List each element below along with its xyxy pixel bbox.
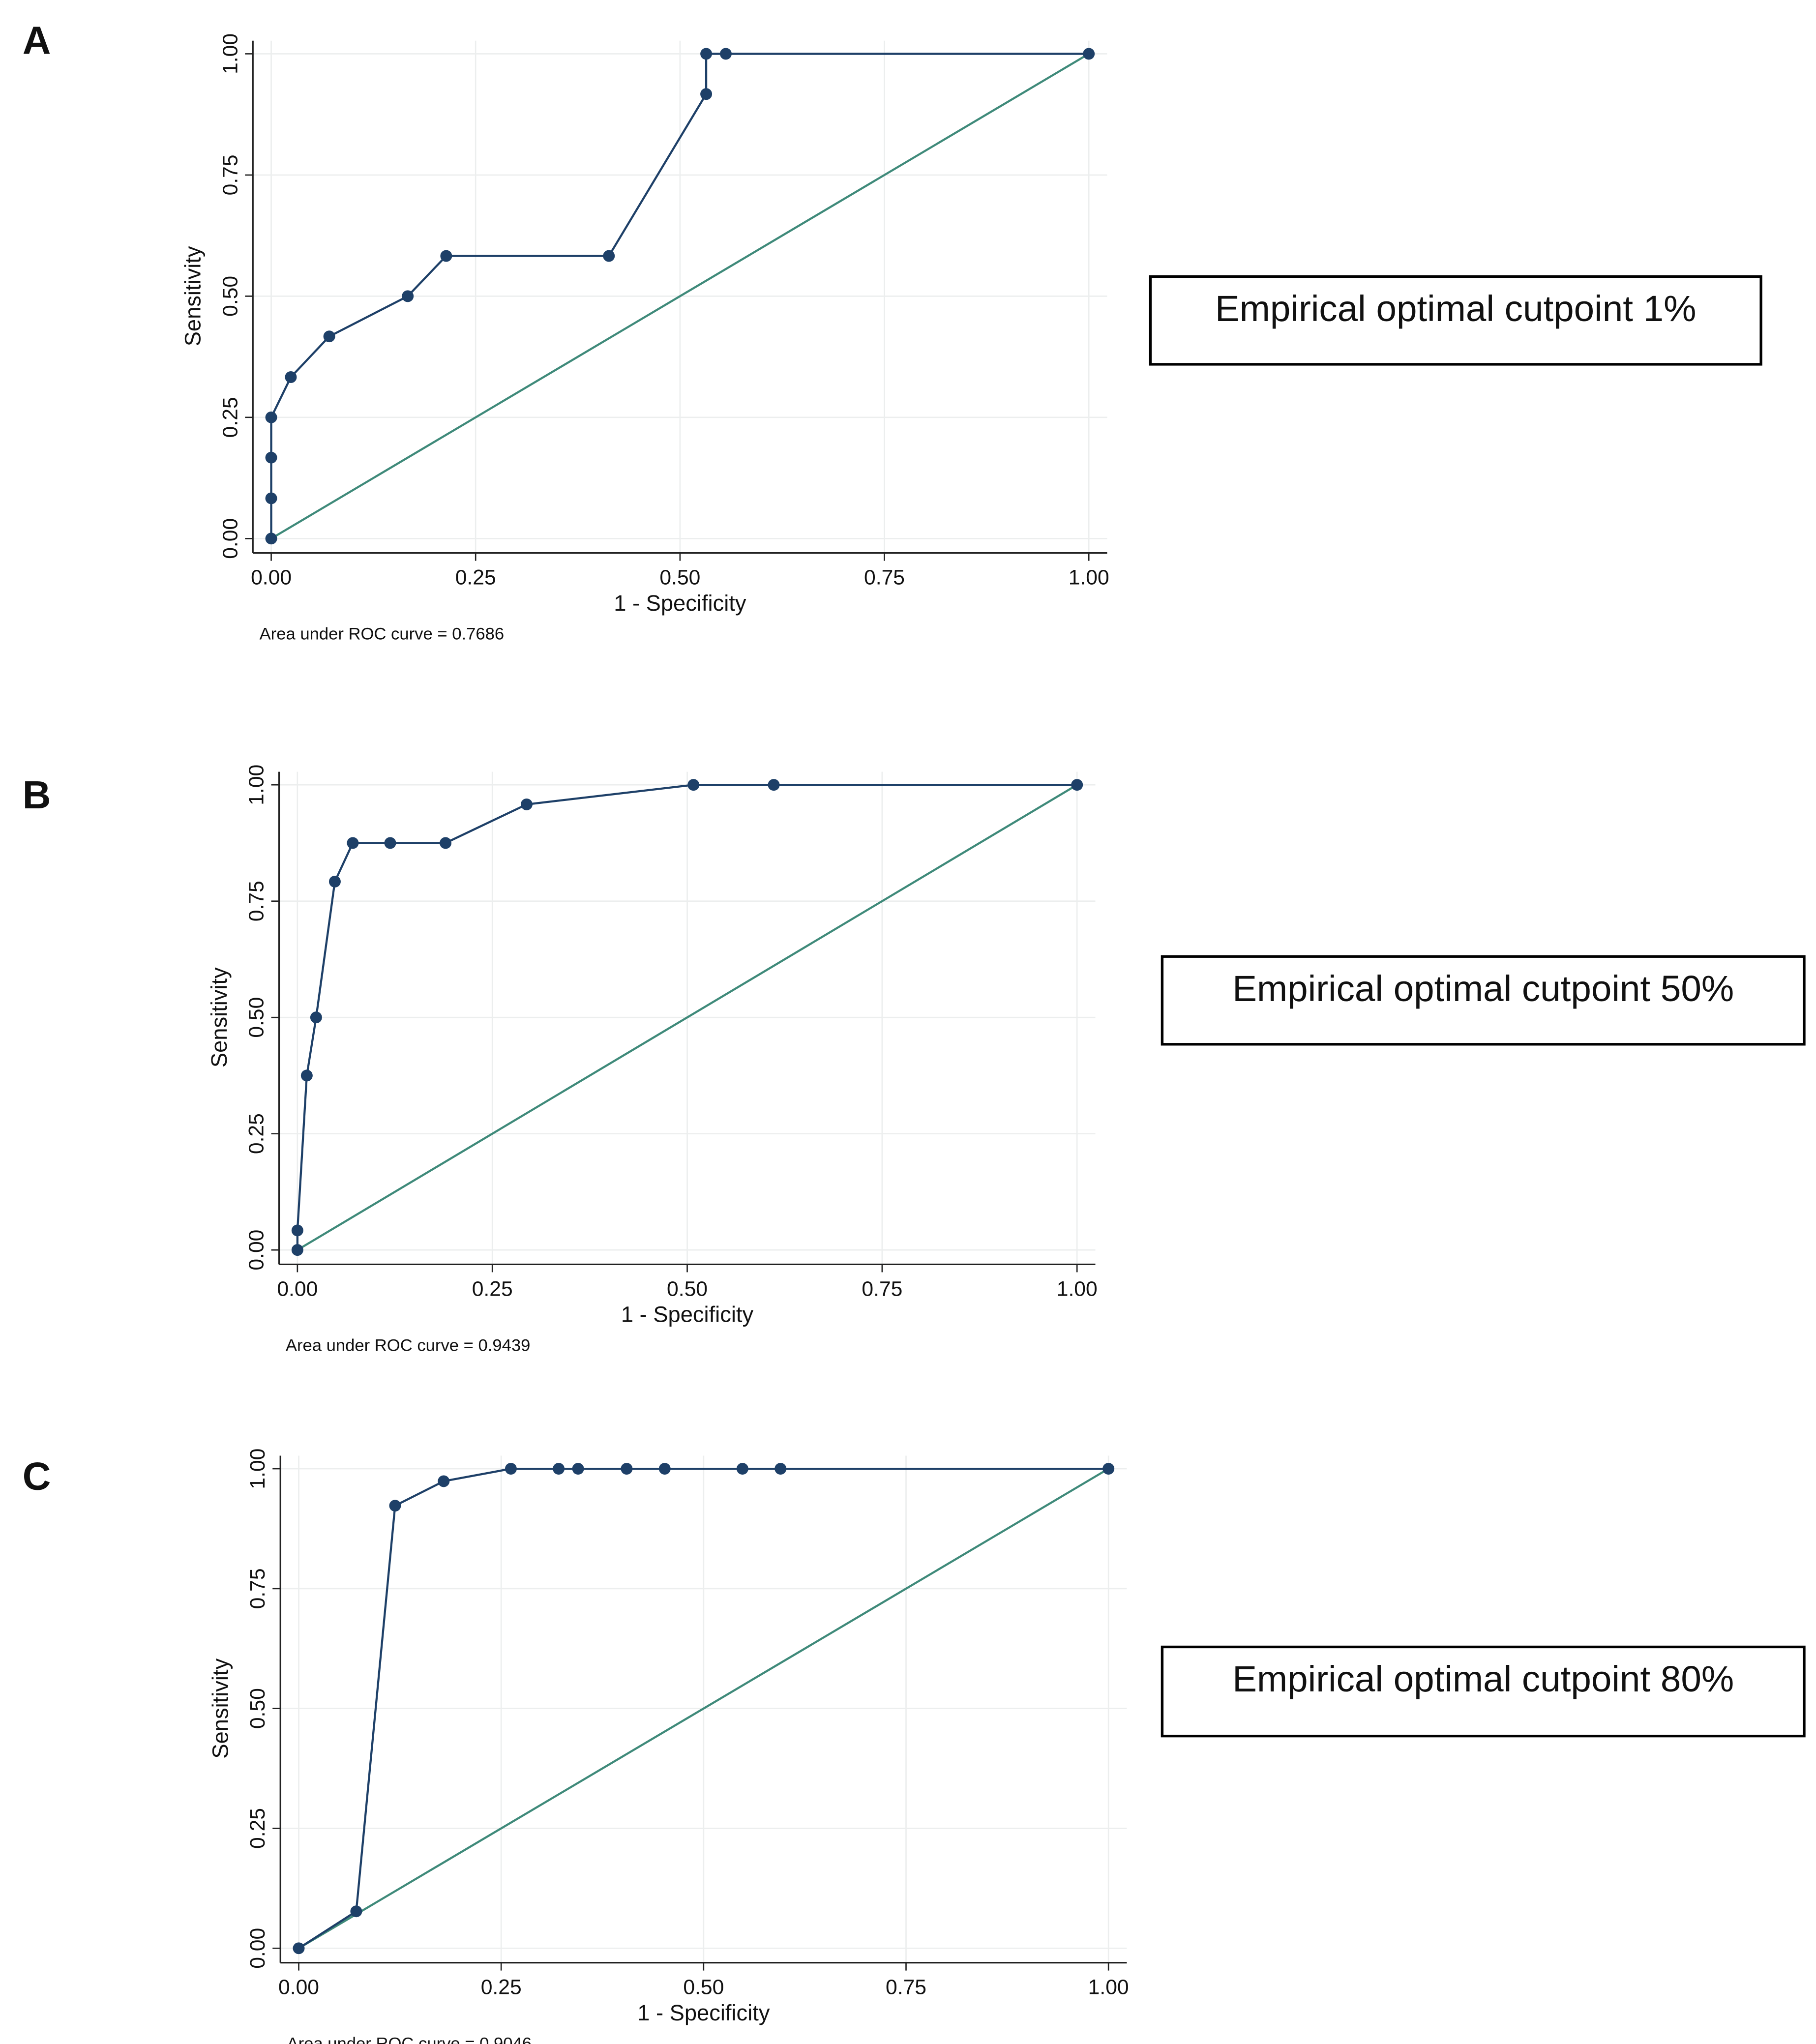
roc-point	[700, 48, 713, 60]
roc-line	[298, 1468, 1109, 1950]
annotation: Empirical optimal cutpoint 50%	[1232, 968, 1734, 1009]
auc-note: Area under ROC curve = 0.7686	[260, 624, 505, 643]
annotation: Empirical optimal cutpoint 1%	[1215, 288, 1696, 329]
x-tick-label: 0.25	[472, 1277, 513, 1301]
panel-label: A	[23, 18, 51, 62]
y-tick-label: 1.00	[246, 1449, 269, 1489]
y-tick-label: 0.50	[245, 997, 268, 1038]
y-axis-label: Sensitivity	[207, 967, 232, 1067]
y-axis-label: Sensitivity	[180, 246, 206, 346]
roc-line	[298, 1467, 1109, 1950]
roc-point	[323, 330, 335, 343]
y-tick-label: 0.75	[246, 1568, 269, 1609]
roc-point	[402, 290, 414, 302]
auc-note: Area under ROC curve = 0.9439	[286, 1336, 531, 1355]
roc-point	[265, 411, 277, 423]
roc-point	[265, 533, 277, 545]
y-axis-label: Sensitivity	[208, 1658, 233, 1758]
roc-point	[687, 779, 700, 791]
x-axis-label: 1 - Specificity	[621, 1302, 754, 1327]
x-tick-label: 0.00	[277, 1277, 318, 1301]
roc-point	[553, 1463, 565, 1475]
roc-point	[285, 371, 297, 383]
x-tick-label: 1.00	[1069, 566, 1109, 590]
x-tick-label: 0.00	[251, 566, 292, 590]
roc-point	[440, 837, 452, 849]
roc-point	[603, 250, 615, 262]
roc-point	[736, 1463, 748, 1475]
x-tick-label: 0.25	[455, 566, 496, 590]
x-tick-label: 1.00	[1088, 1976, 1129, 1999]
x-tick-label: 0.50	[659, 566, 700, 590]
y-tick-label: 0.00	[218, 518, 242, 559]
roc-point	[293, 1942, 305, 1955]
annotation: Empirical optimal cutpoint 80%	[1232, 1658, 1734, 1699]
roc-point	[700, 88, 713, 100]
y-tick-label: 0.25	[246, 1808, 269, 1849]
y-tick-label: 0.25	[218, 397, 242, 438]
roc-point	[265, 492, 277, 504]
y-tick-label: 0.50	[246, 1688, 269, 1729]
y-tick-label: 0.75	[218, 154, 242, 195]
x-tick-label: 0.50	[683, 1976, 724, 1999]
roc-point	[520, 798, 533, 810]
x-tick-label: 0.50	[667, 1277, 708, 1301]
roc-line	[297, 784, 1078, 1251]
roc-point	[291, 1224, 303, 1237]
annotation-box	[1149, 275, 1762, 366]
panel-label: C	[23, 1454, 51, 1498]
roc-line	[270, 53, 1090, 540]
roc-point	[328, 875, 341, 888]
panel-label: B	[23, 773, 51, 817]
roc-point	[350, 1905, 362, 1918]
roc-point	[440, 250, 452, 262]
x-axis-label: 1 - Specificity	[637, 2000, 770, 2025]
roc-line	[296, 784, 1077, 1250]
x-tick-label: 1.00	[1057, 1277, 1098, 1301]
roc-point	[658, 1463, 671, 1475]
auc-note: Area under ROC curve = 0.9046	[287, 2034, 532, 2044]
roc-point	[768, 779, 780, 791]
y-tick-label: 0.25	[245, 1113, 268, 1154]
roc-point	[291, 1244, 303, 1256]
roc-point	[572, 1463, 584, 1475]
annotation-box	[1161, 955, 1806, 1046]
x-axis-label: 1 - Specificity	[614, 591, 746, 616]
x-tick-label: 0.75	[886, 1976, 926, 1999]
roc-point	[265, 451, 277, 464]
y-tick-label: 1.00	[245, 765, 268, 805]
roc-point	[1083, 48, 1095, 60]
y-tick-label: 0.50	[218, 276, 242, 317]
roc-point	[1102, 1463, 1115, 1475]
roc-point	[438, 1475, 450, 1487]
roc-point	[1071, 779, 1083, 791]
y-tick-label: 0.75	[245, 881, 268, 921]
roc-point	[310, 1011, 322, 1024]
annotation-box	[1161, 1645, 1806, 1738]
x-tick-label: 0.75	[862, 1277, 902, 1301]
roc-point	[347, 837, 359, 849]
x-tick-label: 0.00	[278, 1976, 319, 1999]
roc-point	[384, 837, 396, 849]
x-tick-label: 0.25	[481, 1976, 522, 1999]
y-tick-label: 0.00	[246, 1928, 269, 1969]
y-tick-label: 1.00	[218, 33, 242, 74]
x-tick-label: 0.75	[864, 566, 905, 590]
roc-point	[719, 48, 732, 60]
roc-point	[300, 1069, 313, 1082]
y-tick-label: 0.00	[245, 1230, 268, 1271]
roc-point	[389, 1500, 401, 1512]
roc-point	[774, 1463, 787, 1475]
roc-point	[621, 1463, 633, 1475]
roc-point	[505, 1463, 517, 1475]
